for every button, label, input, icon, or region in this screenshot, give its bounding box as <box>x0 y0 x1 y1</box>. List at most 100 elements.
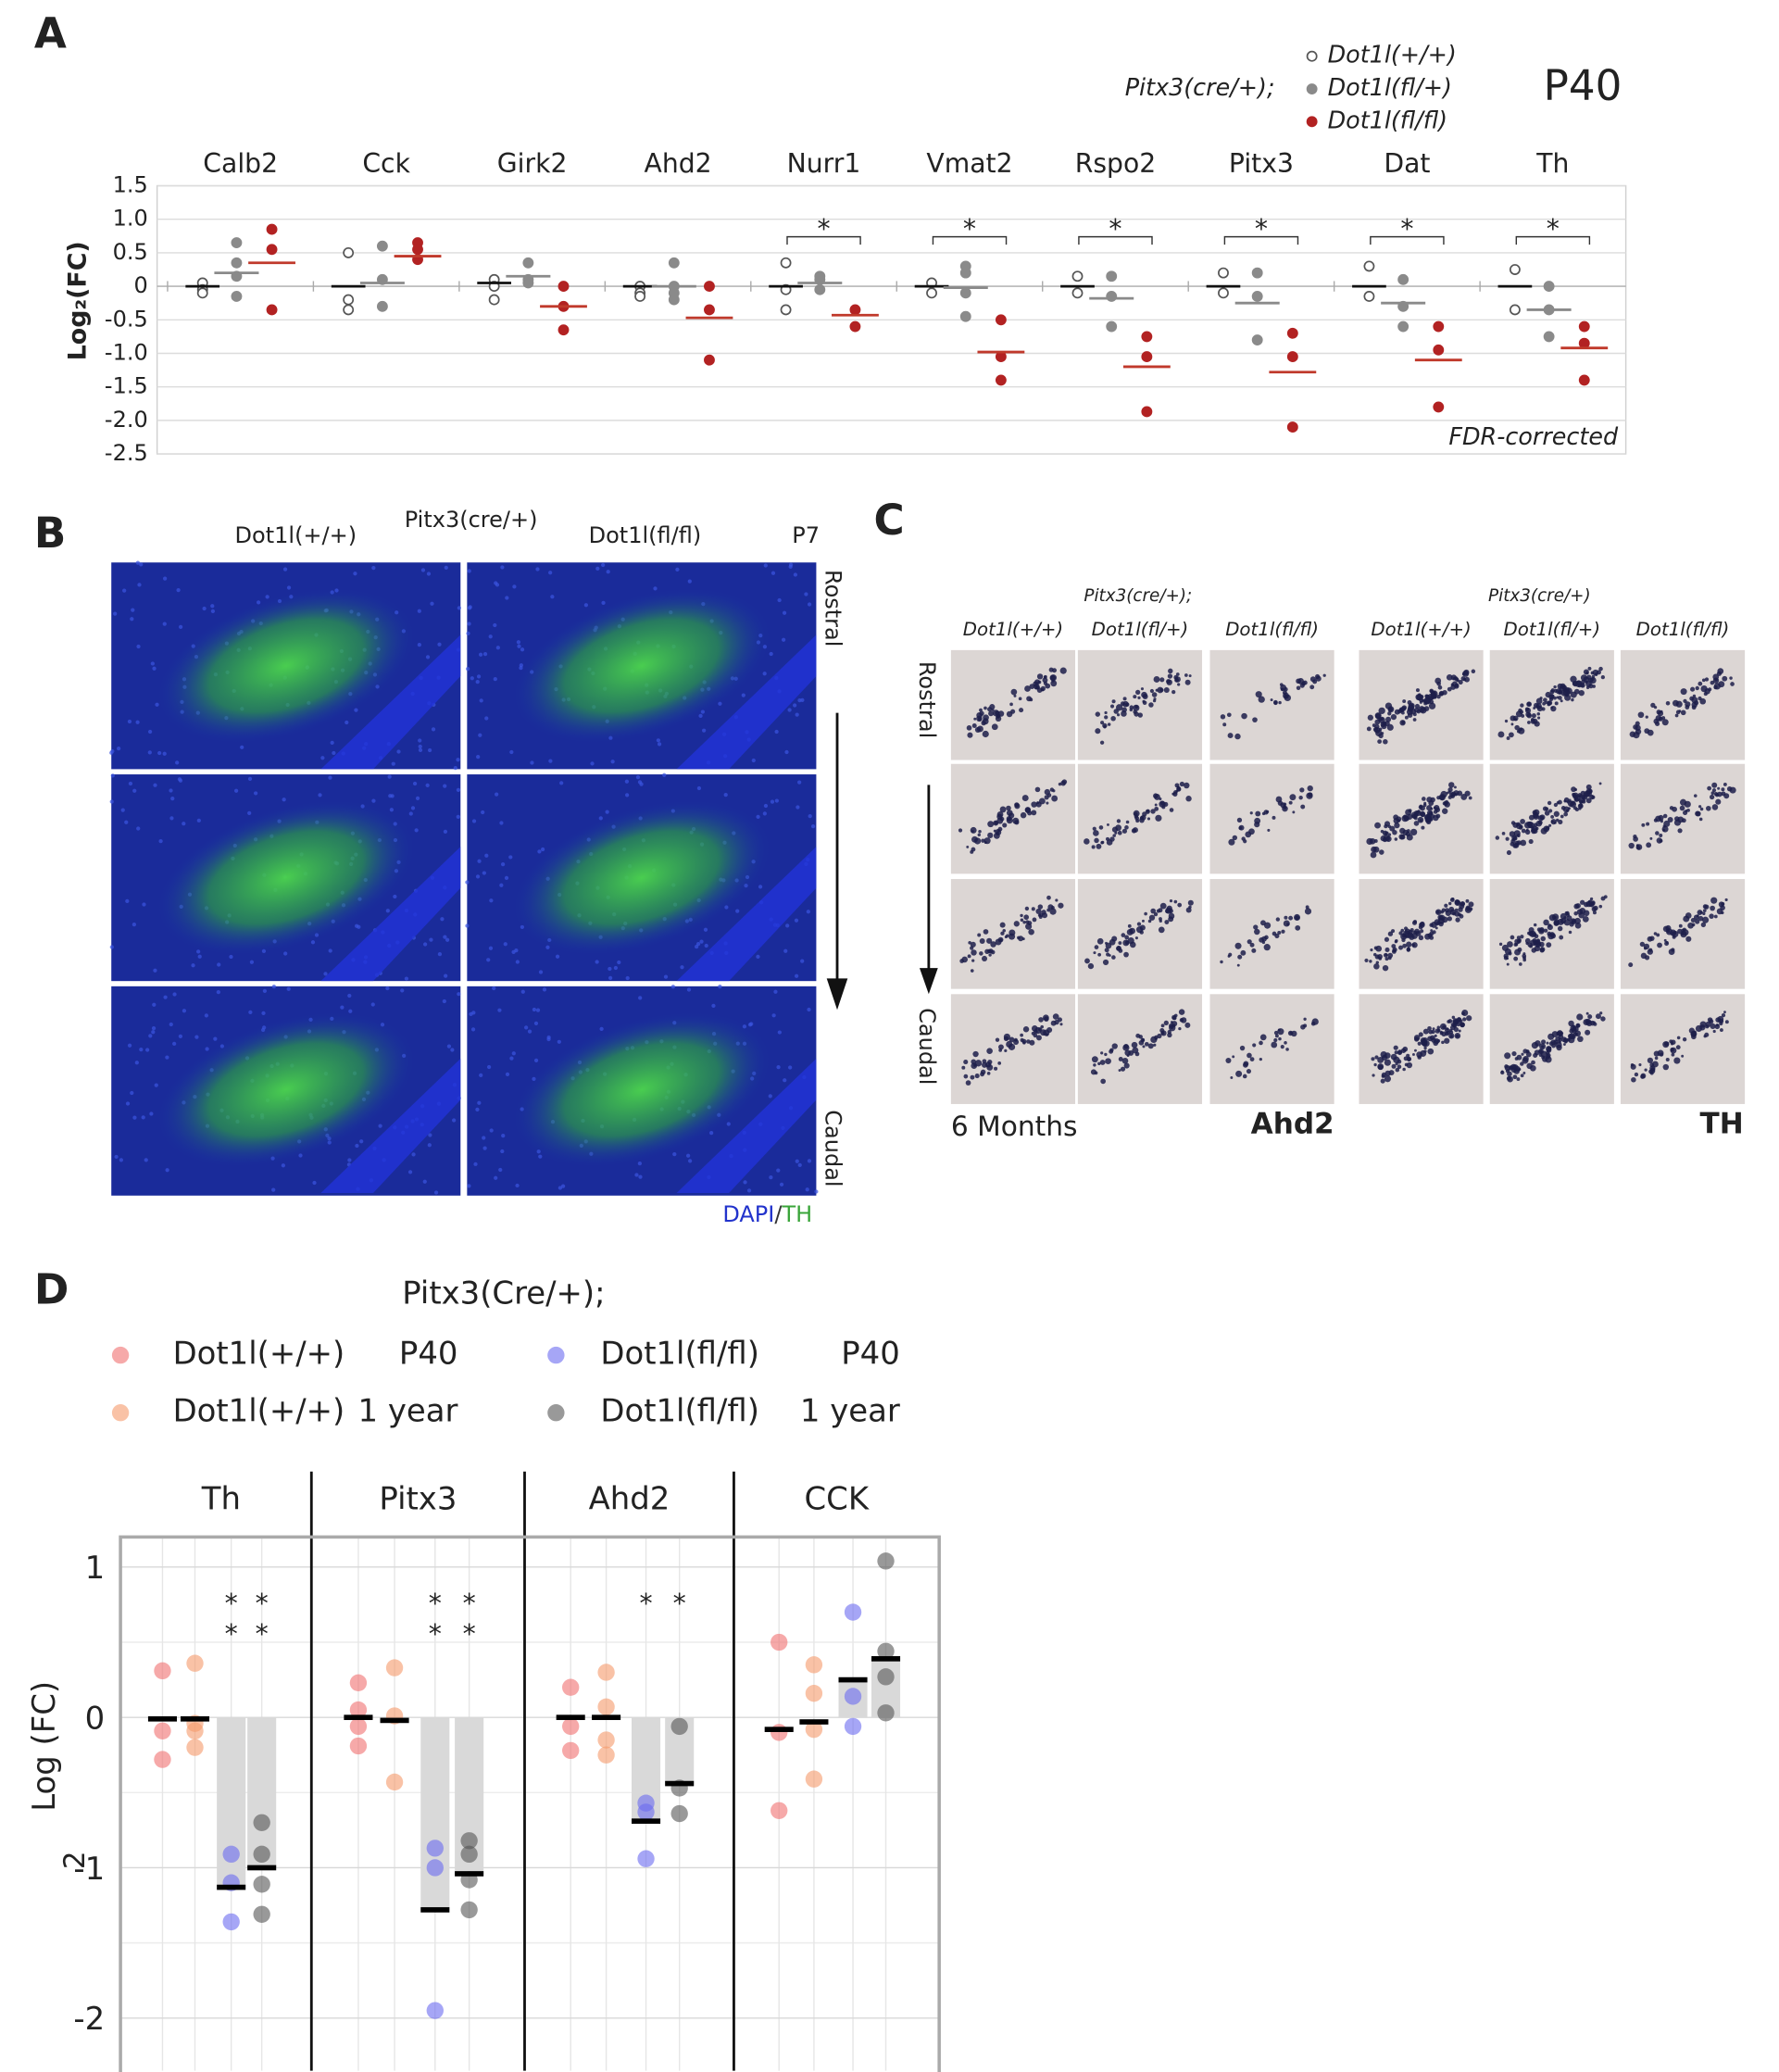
nucleus <box>559 781 564 785</box>
image-background <box>1489 763 1614 874</box>
nucleus <box>415 796 420 801</box>
nucleus <box>451 1118 457 1123</box>
nucleus <box>420 568 426 572</box>
stained-cell <box>983 929 989 935</box>
fluorescence-image <box>466 562 817 770</box>
stained-cell <box>1104 710 1108 715</box>
stained-cell <box>1598 782 1602 785</box>
nucleus <box>501 1134 506 1138</box>
data-point <box>522 257 534 269</box>
stained-cell <box>1159 677 1165 683</box>
nucleus <box>253 791 258 796</box>
stained-cell <box>1550 933 1557 939</box>
data-point <box>637 1850 655 1867</box>
stained-cell <box>1009 929 1016 936</box>
stained-cell <box>1387 706 1395 713</box>
stained-cell <box>1533 809 1540 816</box>
stained-cell <box>1405 831 1411 837</box>
stained-cell <box>1092 826 1096 831</box>
stained-cell <box>1093 830 1099 836</box>
stained-cell <box>1175 672 1180 676</box>
nucleus <box>696 785 702 791</box>
nucleus <box>476 674 482 679</box>
nucleus <box>154 1083 158 1087</box>
data-point <box>844 1717 862 1736</box>
stained-cell <box>1397 1049 1403 1055</box>
stained-cell <box>1514 724 1520 731</box>
stained-cell <box>1729 786 1736 794</box>
nucleus <box>132 923 137 927</box>
stained-cell <box>1428 702 1436 710</box>
stained-cell <box>1020 918 1024 923</box>
nucleus <box>704 943 708 948</box>
stained-cell <box>1263 922 1272 929</box>
stained-cell <box>1029 684 1035 689</box>
data-point <box>704 304 715 316</box>
stained-cell <box>1439 1030 1443 1034</box>
stained-cell <box>1249 811 1253 815</box>
stained-cell <box>1167 1032 1172 1038</box>
stained-cell <box>1717 786 1721 790</box>
data-point <box>877 1704 895 1722</box>
nucleus <box>471 819 477 823</box>
stained-cell <box>1553 810 1560 817</box>
stained-cell <box>1593 1022 1597 1026</box>
nucleus <box>505 1072 510 1076</box>
stained-cell <box>1374 822 1381 829</box>
stained-cell <box>1277 1028 1281 1032</box>
stained-cell <box>1171 689 1176 695</box>
nucleus <box>127 719 132 724</box>
stained-cell <box>1698 915 1704 922</box>
stained-cell <box>1163 687 1170 694</box>
stained-cell <box>1655 715 1662 722</box>
stained-cell <box>1017 936 1021 940</box>
nucleus <box>328 775 332 780</box>
nucleus <box>407 1170 413 1174</box>
data-point <box>1106 320 1118 333</box>
stained-cell <box>1391 948 1397 954</box>
stained-cell <box>1118 941 1122 945</box>
stained-cell <box>1641 823 1646 827</box>
stained-cell <box>1411 920 1418 925</box>
nucleus <box>638 996 643 1000</box>
stained-cell <box>1394 1050 1398 1055</box>
nucleus <box>348 1009 353 1013</box>
stained-cell <box>1154 803 1158 807</box>
stained-cell <box>1031 907 1035 911</box>
stained-cell <box>966 725 972 731</box>
nucleus <box>595 960 599 964</box>
stained-cell <box>1374 719 1381 725</box>
nucleus <box>444 973 448 978</box>
stained-cell <box>983 714 989 722</box>
nucleus <box>247 810 252 816</box>
stained-cell <box>1040 685 1046 692</box>
genotype-label: Pitx3(cre/+) <box>405 507 538 533</box>
stained-cell <box>1674 713 1679 718</box>
nucleus <box>178 1034 183 1038</box>
stained-cell <box>1121 710 1127 717</box>
stained-cell <box>1237 954 1243 960</box>
stained-cell <box>1091 1056 1098 1063</box>
stained-cell <box>1715 798 1722 805</box>
stained-cell <box>1592 910 1597 915</box>
nucleus <box>310 940 316 945</box>
stained-cell <box>1423 1049 1427 1053</box>
stained-cell <box>1273 699 1278 705</box>
stained-cell <box>995 715 1002 722</box>
stained-cell <box>1444 1037 1450 1044</box>
ish-image <box>1077 994 1203 1104</box>
stained-cell <box>1503 956 1509 961</box>
legend-title: Pitx3(Cre/+); <box>402 1275 605 1312</box>
stained-cell <box>1043 681 1048 685</box>
y-tick-label: -1.5 <box>105 373 148 399</box>
nucleus <box>456 758 460 762</box>
nucleus <box>783 1078 787 1083</box>
data-point <box>1286 351 1298 363</box>
stained-cell <box>1370 851 1377 859</box>
stained-cell <box>961 1065 966 1070</box>
ish-image <box>1209 994 1334 1104</box>
nucleus <box>125 898 130 904</box>
nucleus <box>481 810 485 815</box>
stained-cell <box>1002 929 1006 933</box>
stained-cell <box>1569 1028 1574 1034</box>
